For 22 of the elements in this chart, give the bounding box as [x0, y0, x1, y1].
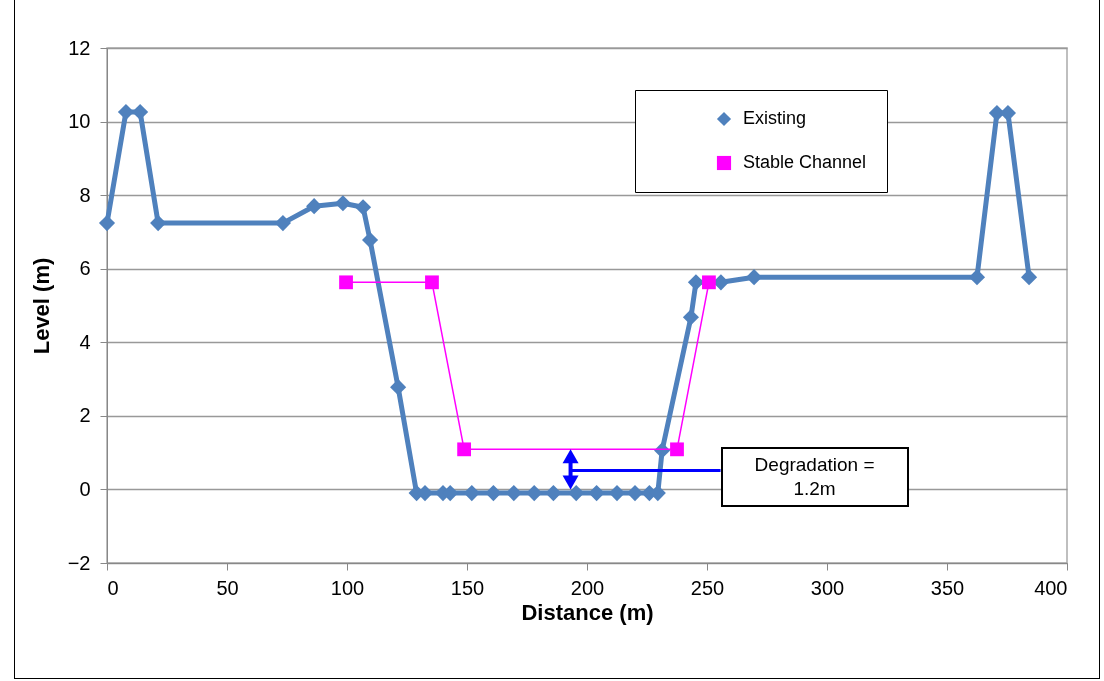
x-tick-label: 250 — [690, 576, 725, 599]
x-tick-label: 300 — [810, 576, 845, 599]
y-tick-label: 12 — [68, 36, 91, 59]
x-tick-label: 100 — [330, 576, 365, 599]
x-tick-label: 50 — [216, 576, 239, 599]
legend-label: Existing — [743, 108, 807, 128]
y-tick-label: 0 — [79, 477, 91, 500]
y-tick-label: 4 — [79, 330, 91, 353]
y-tick-label: 8 — [79, 183, 91, 206]
text-box: Degradation = 1.2m — [720, 447, 909, 508]
legend-label: Stable Channel — [743, 152, 867, 172]
x-tick-label: 200 — [570, 576, 605, 599]
x-tick-label: 400 — [1034, 576, 1068, 599]
y-tick-label: −2 — [67, 551, 91, 574]
y-tick-label: 2 — [79, 404, 91, 427]
y-tick-label: 6 — [79, 257, 91, 280]
x-axis-title: Distance (m) — [521, 599, 654, 625]
y-tick-label: 10 — [68, 110, 91, 133]
x-tick-label: 350 — [930, 576, 965, 599]
x-tick-label: 150 — [450, 576, 485, 599]
x-tick-label: 0 — [107, 576, 119, 599]
y-axis-title: Level (m) — [28, 257, 54, 355]
